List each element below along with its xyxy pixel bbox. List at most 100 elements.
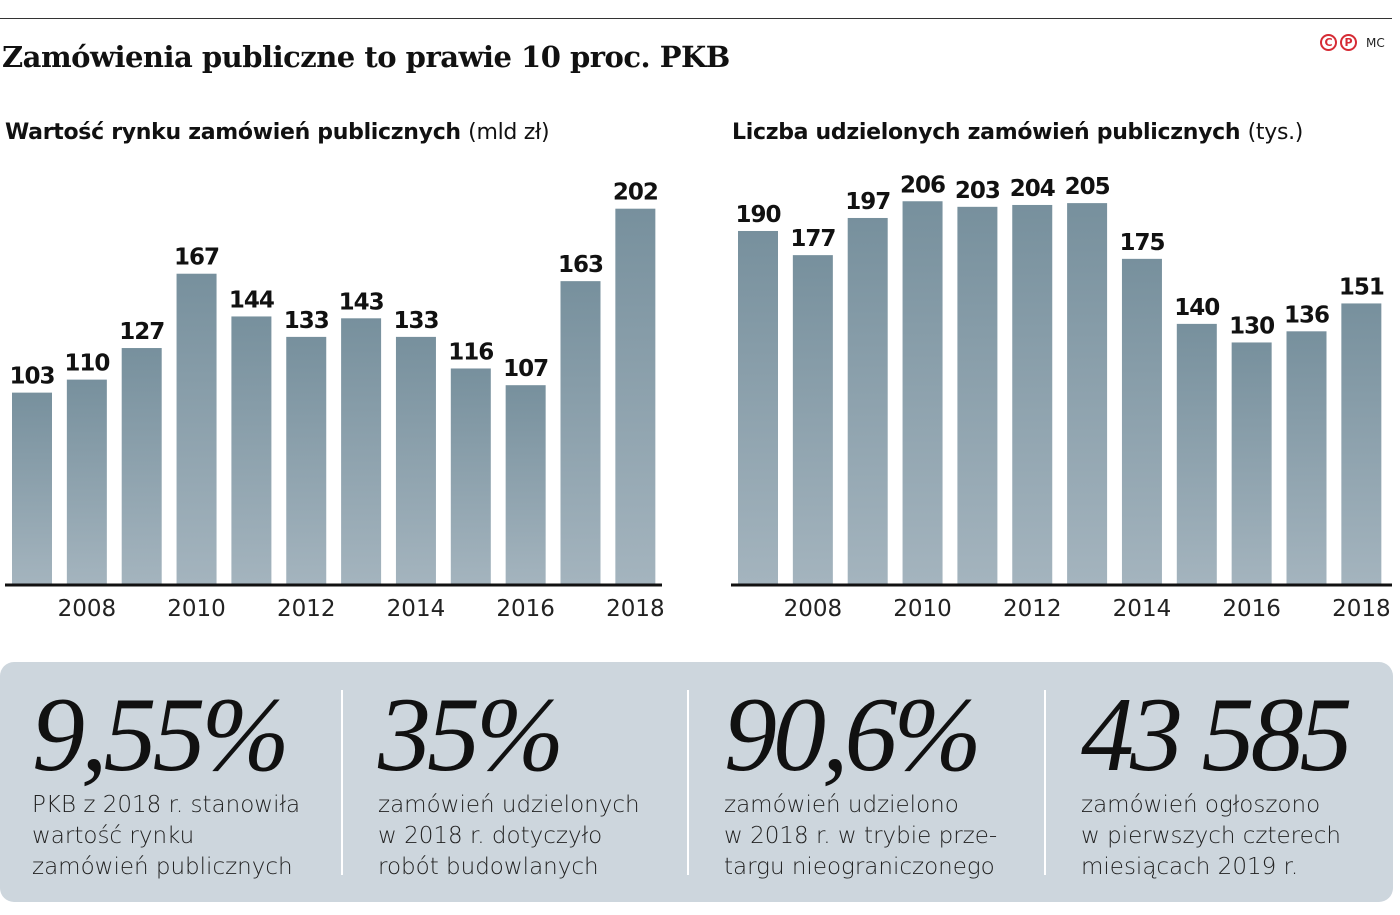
data-label: 151 — [1339, 274, 1384, 300]
desc-line: wartość rynku — [32, 823, 195, 849]
divider — [1044, 690, 1046, 875]
data-label: 110 — [64, 351, 109, 377]
top-rule — [0, 18, 1392, 19]
data-label: 136 — [1284, 302, 1329, 328]
desc-line: targu nieograniczonego — [724, 854, 995, 880]
bar — [738, 230, 778, 585]
desc-line: w 2018 r. dotyczyło — [378, 823, 603, 849]
bar — [1176, 323, 1217, 584]
divider — [341, 690, 343, 875]
data-label: 163 — [558, 252, 603, 278]
stat-desc: PKB z 2018 r. stanowiła wartość rynku zamó… — [32, 790, 300, 883]
stat-construction: 35% zamówień udzielonych w 2018 r. dotycz… — [378, 662, 640, 883]
data-label: 202 — [613, 180, 658, 206]
desc-line: zamówień udzielonych — [378, 792, 640, 818]
author: MC — [1366, 35, 1385, 50]
bar — [1286, 331, 1327, 584]
bar — [66, 379, 107, 584]
data-label: 197 — [845, 189, 890, 215]
stat-desc: zamówień ogłoszono w pierwszych czterech m… — [1081, 790, 1349, 883]
x-tick-label: 2012 — [277, 596, 336, 622]
copyright-icon: C — [1320, 34, 1337, 51]
x-tick-label: 2016 — [496, 596, 555, 622]
desc-line: w 2018 r. w trybie prze- — [724, 823, 998, 849]
desc-line: miesiącach 2019 r. — [1081, 854, 1299, 880]
bar — [341, 318, 382, 584]
bar — [12, 392, 52, 584]
data-label: 133 — [393, 308, 438, 334]
x-tick-label: 2018 — [606, 596, 665, 622]
phonogram-icon: P — [1340, 34, 1357, 51]
page-title: Zamówienia publiczne to prawie 10 proc. … — [2, 40, 730, 74]
chart-1-title-text: Wartość rynku zamówień publicznych — [5, 120, 461, 145]
data-label: 130 — [1229, 313, 1274, 339]
charts: 103 110 127 167 144 133 143 133 116 107 163 202 2008… — [5, 172, 1392, 622]
data-label: 103 — [9, 364, 54, 390]
chart-2-title: Liczba udzielonych zamówień publicznych … — [732, 120, 1303, 145]
stat-unlimited-tender: 90,6% zamówień udzielono w 2018 r. w tryb… — [724, 662, 997, 883]
data-label: 140 — [1174, 295, 1219, 321]
stat-value: 35% — [378, 676, 564, 793]
bar — [1121, 258, 1162, 584]
stat-value: 43 585 — [1081, 676, 1352, 793]
x-tick-label: 2010 — [893, 596, 952, 622]
bar — [847, 217, 888, 584]
x-tick-label: 2012 — [1003, 596, 1062, 622]
bar — [450, 368, 491, 584]
desc-line: zamówień udzielono — [724, 792, 959, 818]
data-label: 143 — [339, 289, 384, 315]
chart-1-title: Wartość rynku zamówień publicznych (mld … — [5, 120, 550, 145]
data-label: 203 — [955, 178, 1000, 204]
stat-announced: 43 585 zamówień ogłoszono w pierwszych cz… — [1081, 662, 1352, 883]
bar — [395, 336, 436, 584]
desc-line: zamówień publicznych — [32, 854, 293, 880]
x-tick-label: 2008 — [58, 596, 117, 622]
desc-line: robót budowlanych — [378, 854, 599, 880]
stats-panel: 9,55% PKB z 2018 r. stanowiła wartość ryn… — [0, 662, 1393, 902]
bar — [505, 385, 546, 584]
x-tick-label: 2008 — [784, 596, 843, 622]
bar — [1012, 204, 1053, 584]
data-label: 206 — [900, 172, 945, 198]
data-label: 127 — [119, 319, 164, 345]
stat-value: 9,55% — [32, 676, 290, 793]
stat-desc: zamówień udzielonych w 2018 r. dotyczyło r… — [378, 790, 640, 883]
bar — [902, 201, 943, 584]
desc-line: PKB z 2018 r. stanowiła — [32, 792, 301, 818]
bar — [176, 273, 217, 584]
data-label: 133 — [284, 308, 329, 334]
bar — [957, 206, 998, 585]
chart-2-title-text: Liczba udzielonych zamówień publicznych — [732, 120, 1241, 145]
stat-desc: zamówień udzielono w 2018 r. w trybie prz… — [724, 790, 997, 883]
desc-line: w pierwszych czterech — [1081, 823, 1341, 849]
credit: C P MC — [1320, 34, 1385, 51]
desc-line: zamówień ogłoszono — [1081, 792, 1321, 818]
data-label: 190 — [735, 202, 780, 228]
bar — [1067, 203, 1108, 585]
stat-value: 90,6% — [724, 676, 982, 793]
x-tick-label: 2014 — [1113, 596, 1172, 622]
bar — [560, 281, 601, 584]
x-tick-label: 2018 — [1332, 596, 1391, 622]
data-label: 144 — [229, 287, 274, 313]
data-label: 107 — [503, 356, 548, 382]
data-label: 204 — [1010, 176, 1055, 202]
data-label: 205 — [1065, 174, 1110, 200]
chart-1-unit: (mld zł) — [468, 120, 550, 145]
data-label: 175 — [1119, 230, 1164, 256]
data-label: 177 — [790, 226, 835, 252]
divider — [687, 690, 689, 875]
x-tick-label: 2010 — [167, 596, 226, 622]
bar — [286, 336, 327, 584]
chart-2-unit: (tys.) — [1247, 120, 1304, 145]
bar — [1231, 342, 1272, 584]
data-label: 116 — [448, 339, 493, 365]
bar — [792, 255, 833, 584]
bar — [1341, 303, 1382, 584]
bar — [121, 348, 162, 584]
stat-gdp-share: 9,55% PKB z 2018 r. stanowiła wartość ryn… — [32, 662, 300, 883]
data-label: 167 — [174, 245, 219, 271]
bar — [231, 316, 272, 584]
x-tick-label: 2016 — [1222, 596, 1281, 622]
x-tick-label: 2014 — [387, 596, 446, 622]
